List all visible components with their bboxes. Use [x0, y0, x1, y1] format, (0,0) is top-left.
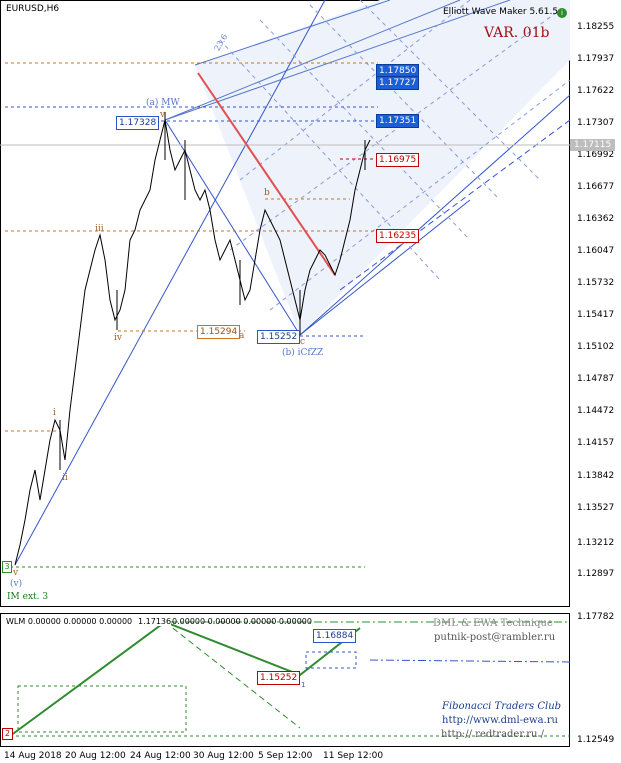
channel-dashed-5: [219, 39, 441, 281]
wlm-marker-1: 1: [301, 681, 306, 689]
time-axis-label: 11 Sep 12:00: [323, 751, 384, 761]
target-2-box[interactable]: 1.17727: [376, 76, 420, 90]
wlm-box-1[interactable]: 1.16884: [313, 629, 357, 643]
red-two-marker: 2: [2, 728, 13, 740]
mw-level-box[interactable]: 1.17328: [116, 116, 160, 130]
credit-email: putnik-post@rambler.ru: [434, 632, 556, 643]
price-axis-label: 1.17622: [577, 86, 615, 96]
credit-club: Fibonacci Traders Club: [442, 701, 562, 712]
support-red-box[interactable]: 1.16235: [376, 229, 420, 243]
sub-axis-top: 1.17782: [577, 612, 615, 622]
channel-upper-line: [194, 0, 391, 66]
wlm-dashed-diag: [164, 621, 301, 729]
wave-label-mw: (a) MW: [146, 98, 180, 108]
price-axis-label: 1.15102: [577, 342, 615, 352]
price-axis-label: 1.17307: [577, 118, 615, 128]
wave-c-line-1: [164, 119, 301, 336]
price-axis-label: 1.14787: [577, 374, 615, 384]
symbol-label: EURUSD,H6: [6, 4, 60, 14]
wave-label-icfzz: (b) iCfZZ: [282, 348, 324, 358]
price-axis-label: 1.13212: [577, 538, 615, 548]
resist-red-box[interactable]: 1.16975: [376, 153, 420, 167]
price-axis-label: 1.12897: [577, 569, 615, 579]
channel-shading: [195, 0, 570, 335]
price-axis-label: 1.15417: [577, 310, 615, 320]
time-axis-label: 14 Aug 2018: [4, 751, 62, 761]
wave-label-iv: iv: [114, 333, 122, 343]
main-chart-panel[interactable]: [0, 0, 570, 607]
channel-dashed-1: [339, 119, 571, 291]
price-axis-label: 1.15732: [577, 278, 615, 288]
price-axis-label: 1.14472: [577, 406, 615, 416]
channel-dashed-2: [239, 0, 471, 181]
wlm-tail: 0.00000 0.00000 0.00000 0.00000: [172, 617, 312, 626]
wave-label-ii: ii: [62, 473, 68, 483]
green-three-marker: 3: [2, 561, 12, 573]
candle-wicks: [59, 112, 366, 470]
price-axis-label: 1.18255: [577, 22, 615, 32]
c-level-box[interactable]: 1.15252: [257, 330, 301, 344]
time-axis-label: 20 Aug 12:00: [65, 751, 126, 761]
sub-axis-bottom: 1.12549: [577, 735, 615, 745]
wlm-box-left: [17, 685, 187, 733]
wlm-wave-line: [9, 620, 361, 737]
indicator-title: Elliott Wave Maker 5.61.5: [443, 7, 559, 17]
wlm-right-dashed: [369, 659, 571, 663]
price-axis-label: 1.14157: [577, 438, 615, 448]
price-axis-label: 1.13842: [577, 471, 615, 481]
price-axis-label: 1.16677: [577, 182, 615, 192]
a-level-box[interactable]: 1.15294: [197, 325, 241, 339]
variant-label: VAR. 01b: [484, 25, 550, 41]
time-axis-label: 5 Sep 12:00: [258, 751, 313, 761]
channel-dashed-8: [359, 0, 541, 181]
channel-dashed-7: [309, 4, 501, 201]
wlm-sub-panel[interactable]: [0, 613, 570, 747]
channel-dashed-4: [269, 79, 571, 311]
credit-url1[interactable]: http://www.dml-ewa.ru: [442, 715, 558, 726]
channel-lower-line-2: [299, 199, 471, 336]
info-icon[interactable]: i: [557, 8, 567, 18]
price-axis-label: 1.13527: [577, 503, 615, 513]
wave-label-im-ext: IM ext. 3: [7, 592, 49, 602]
wave-label-v-top: v: [160, 110, 166, 120]
diag-line: [164, 0, 511, 121]
wlm-box-right: [305, 651, 357, 669]
wlm-box-2[interactable]: 1.15252: [257, 671, 301, 685]
current-price-tag: 1.17115: [570, 139, 615, 151]
credit-technique: DML & EWA Technique: [433, 618, 553, 629]
price-axis-label: 1.16362: [577, 214, 615, 224]
wave-label-b: b: [264, 188, 270, 198]
channel-dashed-6: [259, 19, 471, 241]
wlm-label: WLM 0.00000 0.00000 0.00000: [6, 617, 133, 626]
price-axis-label: 1.17937: [577, 54, 615, 64]
price-axis-label: 1.16992: [577, 150, 615, 160]
price-axis-label: 1.16047: [577, 246, 615, 256]
wave-label-a: a: [239, 331, 245, 341]
wlm-value-box[interactable]: 1.17136: [138, 617, 172, 626]
target-3-box[interactable]: 1.17351: [376, 114, 420, 128]
channel-mid-line: [164, 0, 461, 121]
price-path: [14, 119, 371, 566]
time-axis-label: 30 Aug 12:00: [193, 751, 254, 761]
wave-label-v-paren: (v): [10, 579, 23, 589]
channel-lower-line: [299, 94, 571, 336]
wave-label-c: c: [300, 337, 306, 347]
wave-label-v-bottom: v: [13, 568, 19, 578]
wave-label-i: i: [53, 408, 56, 418]
credit-url2[interactable]: http:// redtrader.ru /: [441, 729, 544, 740]
time-axis-label: 24 Aug 12:00: [130, 751, 191, 761]
main-trend-line: [14, 0, 326, 566]
red-trend-line: [197, 72, 336, 276]
wave-label-iii: iii: [95, 224, 104, 234]
